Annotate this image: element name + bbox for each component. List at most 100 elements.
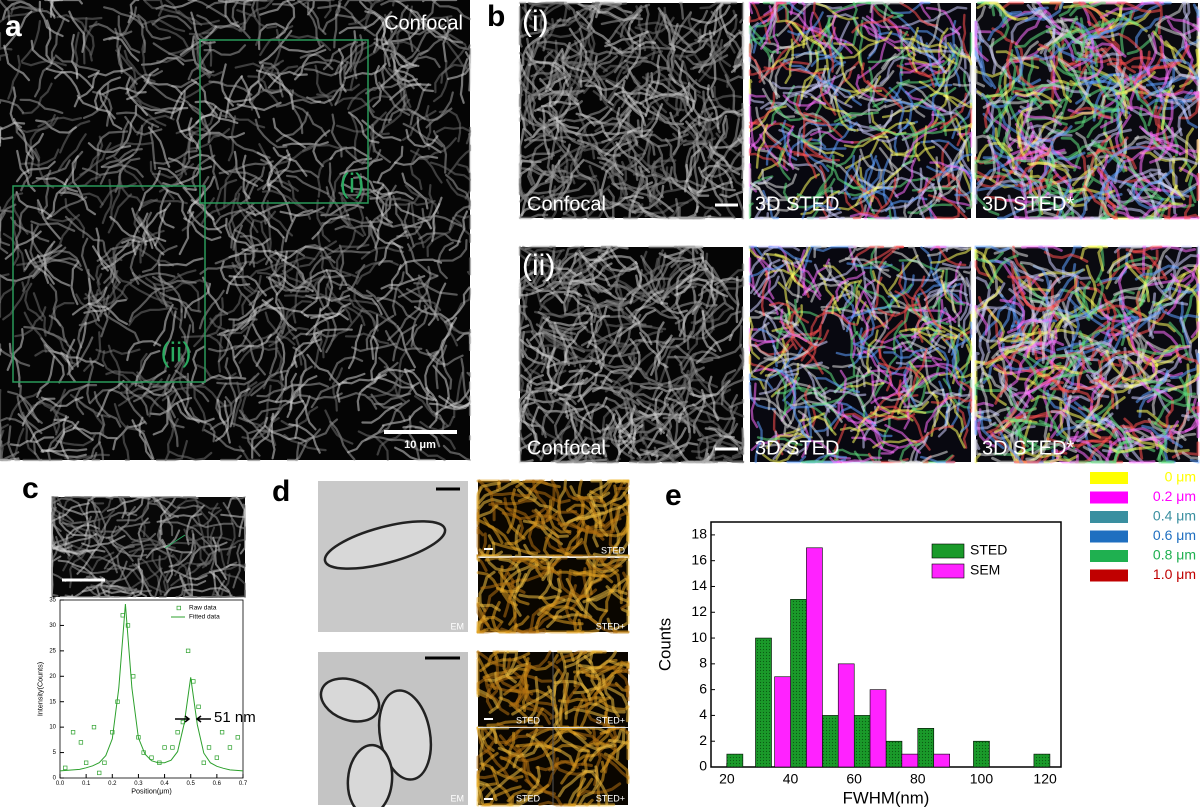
texture-stroke — [29, 114, 56, 151]
texture-stroke — [1053, 268, 1084, 306]
texture-stroke — [1097, 166, 1117, 208]
texture-stroke — [650, 334, 673, 376]
texture-stroke — [426, 184, 434, 230]
texture-stroke — [531, 72, 572, 97]
texture-stroke — [53, 214, 80, 253]
texture-stroke — [706, 84, 720, 130]
texture-stroke — [613, 181, 659, 191]
texture-stroke — [152, 275, 197, 286]
texture-stroke — [699, 110, 743, 122]
texture-stroke — [355, 259, 394, 285]
texture-stroke — [231, 0, 251, 39]
texture-stroke — [1017, 330, 1055, 352]
texture-stroke — [927, 245, 972, 257]
texture-stroke — [1050, 140, 1086, 162]
texture-stroke — [1076, 340, 1118, 355]
texture-stroke — [1106, 55, 1153, 66]
texture-stroke — [40, 169, 52, 215]
texture-stroke — [1019, 261, 1061, 284]
texture-stroke — [797, 415, 837, 436]
texture-stroke — [43, 331, 74, 365]
texture-stroke — [425, 387, 439, 428]
x-tick-label: 100 — [970, 770, 994, 786]
texture-stroke — [174, 558, 214, 577]
texture-stroke — [17, 413, 45, 453]
annotation: 51 nm — [214, 709, 256, 726]
texture-stroke — [539, 289, 583, 303]
texture-stroke — [930, 139, 955, 180]
texture-stroke — [782, 94, 826, 107]
texture-stroke — [930, 392, 940, 437]
texture-stroke — [24, 132, 44, 174]
texture-stroke — [775, 389, 788, 435]
texture-stroke — [476, 532, 487, 558]
texture-stroke — [575, 108, 613, 136]
texture-stroke — [297, 392, 343, 401]
texture-stroke — [51, 544, 96, 555]
texture-stroke — [974, 376, 992, 401]
texture-stroke — [72, 17, 95, 56]
texture-stroke — [156, 506, 181, 545]
texture-stroke — [887, 261, 908, 298]
texture-stroke — [553, 418, 572, 462]
texture-stroke — [995, 171, 1041, 184]
texture-stroke — [183, 587, 229, 593]
image-title: Confocal — [384, 12, 463, 34]
texture-stroke — [867, 313, 889, 356]
texture-stroke — [476, 650, 505, 668]
texture-stroke — [700, 164, 734, 189]
texture-stroke — [364, 435, 411, 443]
x-tick-label: 0.7 — [239, 781, 248, 787]
texture-stroke — [460, 357, 472, 403]
texture-stroke — [81, 165, 126, 177]
texture-stroke — [51, 502, 90, 522]
texture-stroke — [801, 72, 845, 94]
texture-stroke — [1135, 369, 1169, 404]
texture-stroke — [220, 454, 242, 462]
texture-stroke — [466, 371, 472, 379]
texture-stroke — [812, 1, 822, 48]
texture-stroke — [588, 355, 633, 371]
texture-stroke — [584, 55, 618, 87]
texture-stroke — [1050, 387, 1094, 403]
texture-stroke — [584, 500, 630, 520]
texture-stroke — [184, 589, 216, 598]
texture-stroke — [567, 425, 585, 464]
texture-stroke — [0, 8, 44, 23]
texture-stroke — [974, 174, 987, 205]
texture-stroke — [0, 211, 11, 247]
texture-stroke — [942, 138, 968, 178]
texture-stroke — [1146, 32, 1158, 78]
texture-stroke — [239, 166, 266, 206]
texture-stroke — [1119, 10, 1133, 55]
texture-stroke — [524, 133, 567, 149]
arrow — [175, 715, 191, 723]
texture-stroke — [1106, 245, 1142, 274]
legend-label: Raw data — [189, 605, 217, 612]
texture-stroke — [862, 364, 881, 408]
texture-stroke — [125, 70, 163, 95]
texture-stroke — [101, 350, 131, 383]
texture-stroke — [290, 331, 323, 367]
texture-stroke — [1177, 98, 1200, 137]
texture-stroke — [292, 60, 334, 76]
texture-stroke — [1086, 120, 1123, 151]
texture-stroke — [1127, 166, 1163, 200]
image-label: EM — [451, 793, 465, 803]
texture-stroke — [107, 270, 118, 316]
texture-stroke — [974, 417, 992, 435]
texture-stroke — [562, 271, 582, 313]
texture-stroke — [935, 347, 951, 389]
texture-stroke — [522, 519, 563, 546]
texture-stroke — [651, 139, 687, 169]
texture-stroke — [959, 351, 973, 396]
texture-stroke — [110, 175, 122, 221]
texture-stroke — [8, 389, 42, 421]
texture-stroke — [57, 133, 87, 172]
texture-stroke — [605, 79, 645, 106]
texture-stroke — [105, 370, 145, 388]
texture-stroke — [586, 558, 627, 574]
texture-stroke — [592, 552, 630, 558]
texture-stroke — [605, 405, 636, 441]
